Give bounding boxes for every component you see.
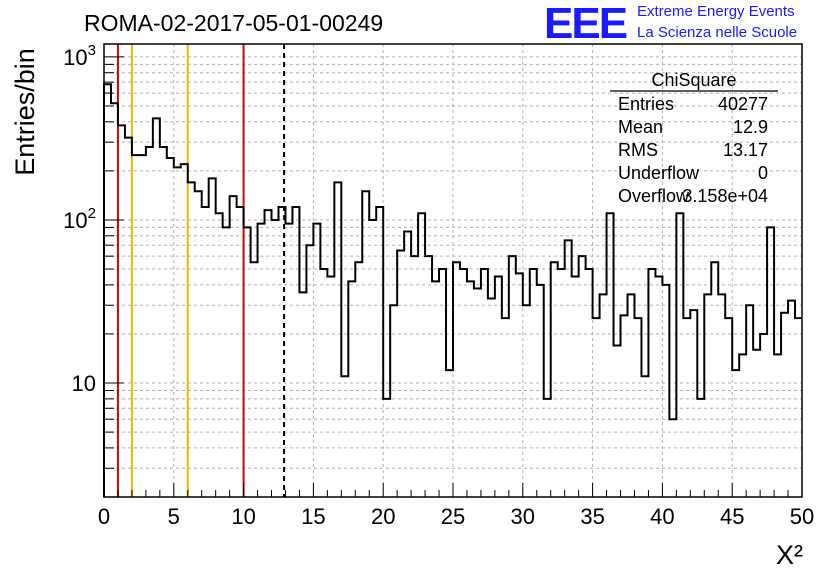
stats-value-underflow: 0 (758, 163, 768, 183)
x-tick-label: 20 (371, 504, 395, 529)
chart-title: ROMA-02-2017-05-01-00249 (84, 10, 384, 36)
reference-lines (116, 44, 286, 497)
stats-label-overflow: Overflow (618, 186, 690, 206)
x-tick-label: 40 (650, 504, 674, 529)
y-tick-label: 103 (63, 42, 96, 70)
stats-label-underflow: Underflow (618, 163, 700, 183)
logo-line-1: Extreme Energy Events (637, 3, 795, 20)
x-tick-label: 15 (301, 504, 325, 529)
grid (104, 44, 802, 498)
x-tick-label: 5 (168, 504, 180, 529)
stats-value-overflow: 3.158e+04 (682, 186, 768, 206)
axes: 0 5 10 15 20 25 30 35 40 45 50 10 102 103 (63, 42, 814, 529)
eee-logo: EEE (544, 0, 628, 48)
logo-line-2: La Scienza nelle Scuole (637, 24, 798, 41)
x-tick-label: 30 (511, 504, 535, 529)
stats-label-rms: RMS (618, 140, 658, 160)
x-tick-label: 10 (231, 504, 255, 529)
x-tick-label: 50 (790, 504, 814, 529)
stats-label-entries: Entries (618, 94, 674, 114)
x-tick-label: 0 (98, 504, 110, 529)
stats-value-mean: 12.9 (733, 117, 768, 137)
stats-name: ChiSquare (651, 70, 736, 90)
stats-value-entries: 40277 (718, 94, 768, 114)
stats-box: ChiSquare Entries 40277 Mean 12.9 RMS 13… (610, 70, 778, 206)
stats-value-rms: 13.17 (723, 140, 768, 160)
histogram-outline (103, 83, 802, 497)
x-axis-label: X² (776, 540, 803, 570)
y-tick-label: 102 (63, 205, 96, 233)
x-tick-label: 35 (580, 504, 604, 529)
x-tick-label: 25 (441, 504, 465, 529)
x-tick-label: 45 (720, 504, 744, 529)
y-axis-label: Entries/bin (10, 48, 40, 176)
stats-label-mean: Mean (618, 117, 663, 137)
y-tick-label: 10 (72, 371, 96, 396)
